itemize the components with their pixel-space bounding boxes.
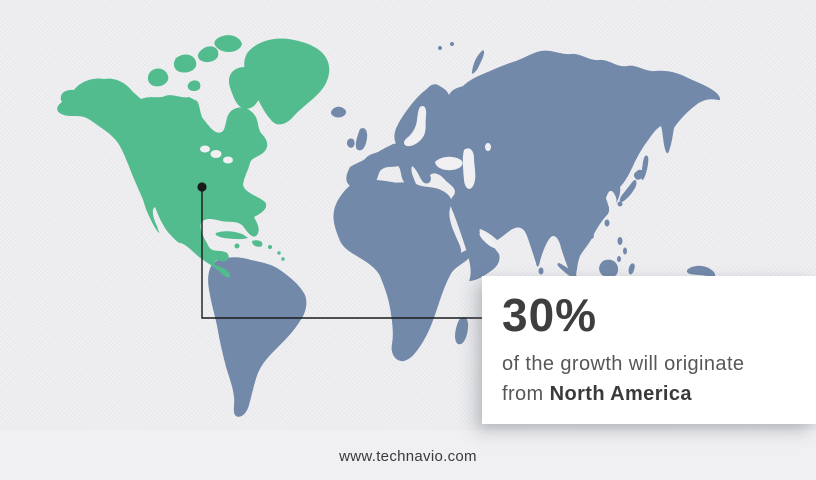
island-arctic-canada bbox=[147, 68, 169, 87]
sea-persian-gulf bbox=[479, 232, 497, 249]
island-honshu bbox=[619, 179, 637, 203]
island-madagascar bbox=[455, 317, 469, 345]
callout-description-line2: from North America bbox=[502, 379, 806, 409]
lake-erie-ontario bbox=[223, 156, 233, 164]
island-arctic-dot bbox=[549, 53, 553, 57]
island-arctic-dot bbox=[438, 46, 442, 50]
callout-description-line1: of the growth will originate bbox=[502, 352, 745, 375]
callout-line2-prefix: from bbox=[502, 382, 544, 405]
map-marker-dot bbox=[197, 182, 207, 192]
island-ellesmere bbox=[214, 35, 242, 52]
island-antilles bbox=[277, 251, 281, 255]
island-arctic-dot bbox=[628, 77, 632, 81]
island-arctic-canada bbox=[187, 80, 201, 91]
island-kyushu bbox=[617, 201, 623, 207]
island-ireland bbox=[347, 138, 355, 148]
footer: www.technavio.com bbox=[0, 448, 816, 465]
footer-website-text: www.technavio.com bbox=[339, 448, 477, 465]
region-rest-of-world bbox=[208, 42, 721, 417]
lake-superior bbox=[200, 145, 210, 153]
island-philippines bbox=[617, 237, 623, 245]
continent-africa bbox=[333, 179, 474, 362]
island-arctic-canada bbox=[197, 46, 219, 63]
sea-baltic bbox=[404, 106, 427, 147]
island-sri-lanka bbox=[538, 267, 544, 275]
callout-region-name: North America bbox=[549, 382, 692, 405]
island-hispaniola bbox=[252, 240, 263, 247]
stat-value: 30% bbox=[502, 289, 598, 341]
island-iceland bbox=[331, 106, 347, 118]
island-puerto-rico bbox=[268, 245, 272, 249]
continent-south-america bbox=[208, 257, 307, 417]
island-arctic-dot bbox=[450, 42, 454, 46]
sea-caspian bbox=[462, 148, 476, 189]
callout-card: 30% of the growth will originate from Nor… bbox=[482, 276, 816, 424]
island-cuba bbox=[215, 231, 248, 240]
island-hainan bbox=[588, 233, 594, 239]
region-north-america bbox=[57, 35, 330, 278]
island-baffin bbox=[228, 67, 262, 109]
sea-aral bbox=[485, 143, 491, 151]
island-new-guinea bbox=[686, 265, 716, 277]
lake-michigan-huron bbox=[210, 150, 222, 158]
island-antilles bbox=[281, 257, 285, 261]
lake-overlays bbox=[200, 145, 233, 164]
sea-black bbox=[435, 156, 463, 171]
continent-north-america bbox=[57, 78, 268, 278]
island-hokkaido bbox=[633, 169, 644, 180]
island-novaya-zemlya bbox=[471, 50, 485, 74]
island-arctic-canada bbox=[173, 54, 197, 73]
island-sulawesi bbox=[628, 263, 635, 275]
island-jamaica bbox=[234, 243, 240, 249]
island-borneo bbox=[599, 259, 619, 278]
island-great-britain bbox=[355, 128, 368, 151]
island-greenland bbox=[244, 38, 330, 125]
continent-eurasia bbox=[346, 50, 721, 281]
callout-connector-line bbox=[201, 187, 484, 319]
island-philippines bbox=[617, 256, 621, 262]
island-taiwan bbox=[604, 219, 610, 227]
island-arctic-dot bbox=[560, 56, 564, 60]
island-philippines bbox=[623, 247, 627, 255]
sea-overlays bbox=[404, 106, 497, 249]
